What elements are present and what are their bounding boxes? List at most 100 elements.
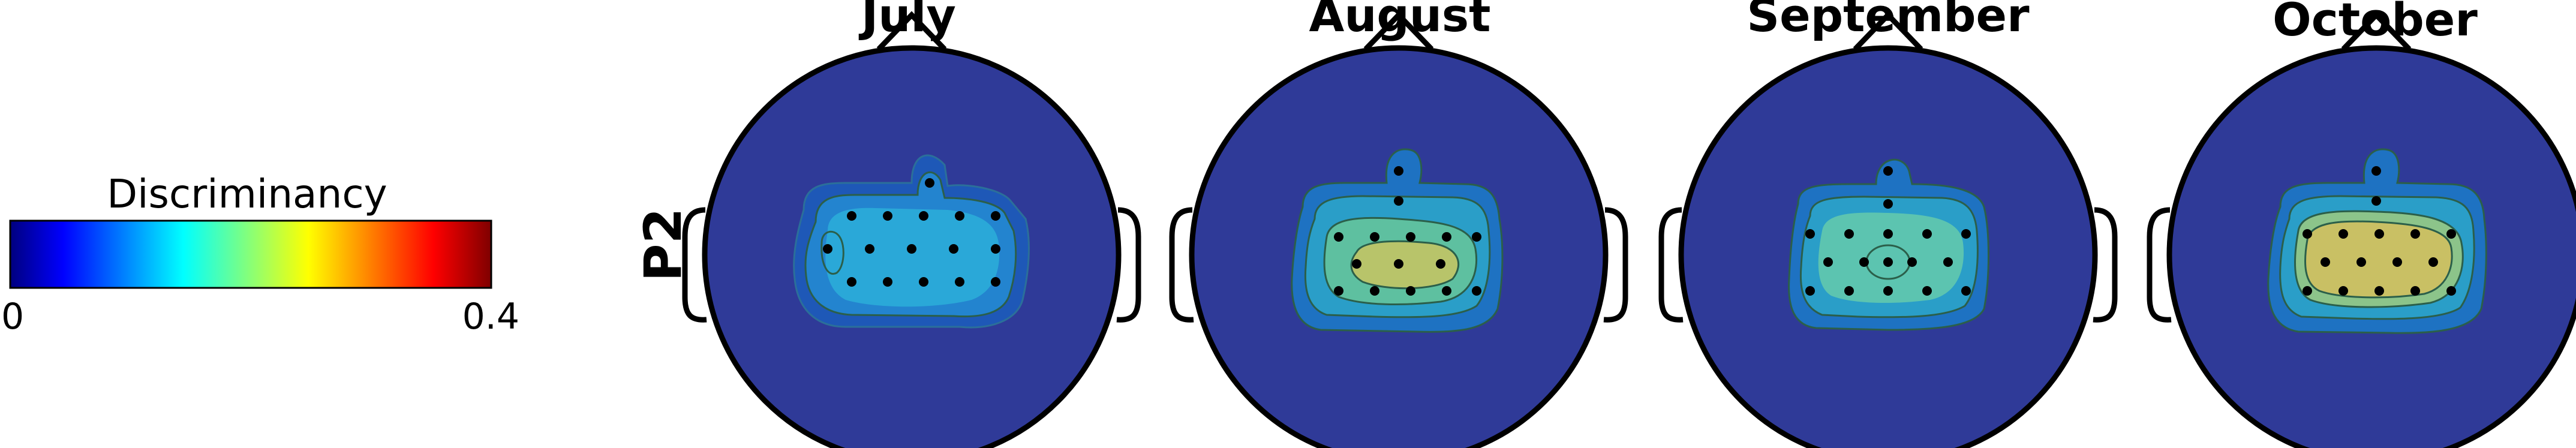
- colorbar-min-label: 0: [1, 296, 24, 338]
- colorbar: Discriminancy 0 0.4: [1, 171, 519, 338]
- electrode-dot: [883, 211, 892, 221]
- colorbar-max-label: 0.4: [462, 296, 519, 338]
- electrode-dot: [2338, 229, 2348, 239]
- electrode-dot: [1805, 229, 1815, 239]
- electrode-dot: [2320, 257, 2330, 267]
- electrode-dot: [1472, 286, 1481, 296]
- electrode-dot: [2338, 286, 2348, 296]
- left-ear-icon: [2147, 207, 2172, 323]
- electrode-dot: [2371, 196, 2381, 206]
- electrode-dot: [1961, 286, 1971, 296]
- scalp-map-october: [2147, 11, 2576, 448]
- activation-region-peak: [2305, 221, 2452, 297]
- electrode-grid: [1805, 166, 1971, 296]
- contour-line: [793, 154, 1030, 329]
- electrode-dot: [955, 277, 964, 287]
- electrode-dot: [2410, 229, 2420, 239]
- month-title-august: August: [1309, 0, 1491, 42]
- electrode-dot: [2446, 229, 2456, 239]
- electrode-grid: [823, 178, 1000, 287]
- electrode-dot: [949, 244, 958, 254]
- scalp-map-september: [1658, 11, 2118, 448]
- electrode-dot: [2428, 257, 2438, 267]
- electrode-dot: [1394, 196, 1403, 206]
- electrode-dot: [1334, 286, 1343, 296]
- electrode-dot: [1844, 286, 1854, 296]
- head-outline: [2166, 45, 2576, 448]
- electrode-grid: [2303, 166, 2456, 296]
- nose-icon: [2341, 11, 2412, 52]
- electrode-dot: [1883, 229, 1893, 239]
- electrode-dot: [2392, 257, 2402, 267]
- nose-icon: [876, 11, 947, 52]
- electrode-dot: [1883, 257, 1893, 267]
- contour-line: [1799, 196, 1979, 318]
- electrode-dot: [955, 211, 964, 221]
- electrode-grid: [1334, 166, 1481, 296]
- electrode-dot: [2410, 286, 2420, 296]
- contour-line: [2294, 210, 2464, 308]
- contour-line: [804, 171, 1017, 318]
- month-title-october: October: [2273, 0, 2478, 46]
- electrode-dot: [1442, 286, 1451, 296]
- electrode-dot: [823, 244, 832, 254]
- activation-region-peak: [1351, 241, 1459, 288]
- electrode-dot: [1805, 286, 1815, 296]
- left-ear-icon: [682, 207, 707, 323]
- electrode-dot: [1961, 229, 1971, 239]
- scalp-map-august: [1169, 11, 1628, 448]
- electrode-dot: [865, 244, 874, 254]
- electrode-dot: [907, 244, 916, 254]
- electrode-dot: [1406, 232, 1415, 242]
- contour-line: [1323, 217, 1478, 306]
- electrode-dot: [1883, 286, 1893, 296]
- electrode-dot: [1883, 199, 1893, 209]
- nose-icon: [1363, 11, 1434, 52]
- contour-line: [2279, 195, 2475, 320]
- electrode-dot: [847, 211, 856, 221]
- colorbar-title: Discriminancy: [107, 171, 387, 217]
- contour-line: [2267, 148, 2487, 334]
- contour-line: [2304, 220, 2453, 299]
- left-ear-icon: [1658, 207, 1684, 323]
- electrode-dot: [991, 244, 1000, 254]
- scalp-map-july: [682, 11, 1141, 448]
- electrode-dot: [1943, 257, 1953, 267]
- electrode-dot: [1922, 229, 1932, 239]
- electrode-dot: [2371, 166, 2381, 176]
- contour-line: [1304, 195, 1491, 318]
- contour-line: [820, 230, 844, 275]
- contour-line: [1291, 148, 1504, 333]
- electrode-dot: [883, 277, 892, 287]
- right-ear-icon: [2093, 207, 2118, 323]
- electrode-dot: [991, 277, 1000, 287]
- electrode-dot: [2303, 229, 2312, 239]
- head-outline: [702, 45, 1122, 448]
- month-title-september: September: [1747, 0, 2030, 42]
- activation-region-peak: [825, 208, 1000, 307]
- electrode-dot: [1394, 259, 1403, 269]
- electrode-dot: [1334, 232, 1343, 242]
- electrode-dot: [1394, 166, 1403, 176]
- electrode-dot: [1922, 286, 1932, 296]
- head-outline: [1189, 45, 1609, 448]
- electrode-dot: [1406, 286, 1415, 296]
- electrode-dot: [1844, 229, 1854, 239]
- electrode-dot: [991, 211, 1000, 221]
- electrode-dot: [2446, 286, 2456, 296]
- contour-line: [1350, 240, 1459, 290]
- left-ear-icon: [1169, 207, 1194, 323]
- right-ear-icon: [1116, 207, 1141, 323]
- electrode-dot: [847, 277, 856, 287]
- electrode-dot: [1907, 257, 1917, 267]
- electrode-dot: [2374, 229, 2384, 239]
- electrode-dot: [2356, 257, 2366, 267]
- head-outline: [1678, 45, 2098, 448]
- electrode-dot: [1370, 232, 1379, 242]
- electrode-dot: [1883, 166, 1893, 176]
- electrode-dot: [2303, 286, 2312, 296]
- right-ear-icon: [1603, 207, 1628, 323]
- colorbar-gradient: [9, 220, 492, 289]
- electrode-dot: [1823, 257, 1833, 267]
